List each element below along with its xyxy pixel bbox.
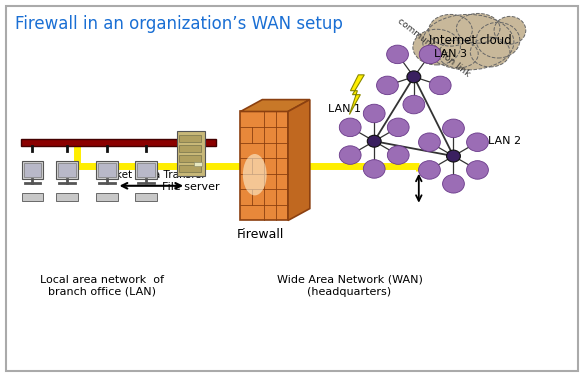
FancyBboxPatch shape	[98, 163, 116, 177]
Polygon shape	[288, 99, 310, 220]
Text: Wide Area Network (WAN)
(headquarters): Wide Area Network (WAN) (headquarters)	[276, 275, 422, 297]
Ellipse shape	[429, 15, 472, 46]
Ellipse shape	[467, 133, 488, 151]
Text: LAN 1: LAN 1	[328, 104, 361, 114]
FancyBboxPatch shape	[179, 135, 201, 142]
FancyBboxPatch shape	[56, 193, 78, 200]
Text: Firewall in an organization’s WAN setup: Firewall in an organization’s WAN setup	[15, 15, 342, 33]
Ellipse shape	[339, 118, 361, 137]
FancyBboxPatch shape	[135, 193, 157, 200]
Ellipse shape	[423, 15, 514, 70]
Ellipse shape	[367, 135, 381, 147]
Ellipse shape	[443, 175, 464, 193]
Ellipse shape	[363, 104, 385, 123]
FancyBboxPatch shape	[22, 161, 43, 179]
Ellipse shape	[403, 95, 425, 114]
Text: LAN 2: LAN 2	[488, 136, 522, 146]
FancyBboxPatch shape	[194, 162, 202, 166]
Text: communication link: communication link	[396, 17, 472, 79]
Ellipse shape	[387, 45, 408, 64]
Ellipse shape	[419, 45, 441, 64]
Ellipse shape	[377, 76, 398, 95]
FancyBboxPatch shape	[22, 193, 43, 200]
FancyBboxPatch shape	[20, 139, 215, 146]
Ellipse shape	[439, 40, 478, 68]
Ellipse shape	[447, 150, 460, 162]
Text: File server: File server	[162, 182, 220, 192]
Text: Internet cloud: Internet cloud	[429, 34, 512, 47]
Text: Packet Data Transfer: Packet Data Transfer	[98, 170, 205, 180]
Ellipse shape	[429, 76, 451, 95]
Polygon shape	[241, 111, 288, 220]
Ellipse shape	[476, 22, 520, 58]
Polygon shape	[349, 75, 364, 114]
FancyBboxPatch shape	[6, 6, 578, 371]
FancyBboxPatch shape	[179, 145, 201, 152]
FancyBboxPatch shape	[135, 161, 157, 179]
Ellipse shape	[387, 118, 409, 137]
Ellipse shape	[339, 146, 361, 164]
Ellipse shape	[419, 161, 440, 179]
Polygon shape	[241, 99, 310, 111]
Text: Local area network  of
branch office (LAN): Local area network of branch office (LAN…	[40, 275, 164, 297]
Ellipse shape	[467, 161, 488, 179]
Ellipse shape	[413, 29, 460, 65]
Ellipse shape	[363, 160, 385, 178]
Ellipse shape	[387, 146, 409, 164]
Ellipse shape	[457, 13, 500, 43]
Ellipse shape	[419, 133, 440, 151]
FancyBboxPatch shape	[179, 165, 201, 172]
Ellipse shape	[243, 154, 267, 195]
Ellipse shape	[443, 119, 464, 138]
FancyBboxPatch shape	[96, 161, 117, 179]
Ellipse shape	[470, 37, 510, 67]
FancyBboxPatch shape	[56, 161, 78, 179]
FancyBboxPatch shape	[23, 163, 41, 177]
Ellipse shape	[407, 71, 421, 83]
Ellipse shape	[494, 16, 526, 44]
Text: LAN 3: LAN 3	[434, 49, 467, 59]
Text: Firewall: Firewall	[237, 229, 284, 241]
FancyBboxPatch shape	[96, 193, 117, 200]
FancyBboxPatch shape	[179, 155, 201, 162]
FancyBboxPatch shape	[177, 131, 205, 176]
FancyBboxPatch shape	[58, 163, 76, 177]
FancyBboxPatch shape	[137, 163, 155, 177]
